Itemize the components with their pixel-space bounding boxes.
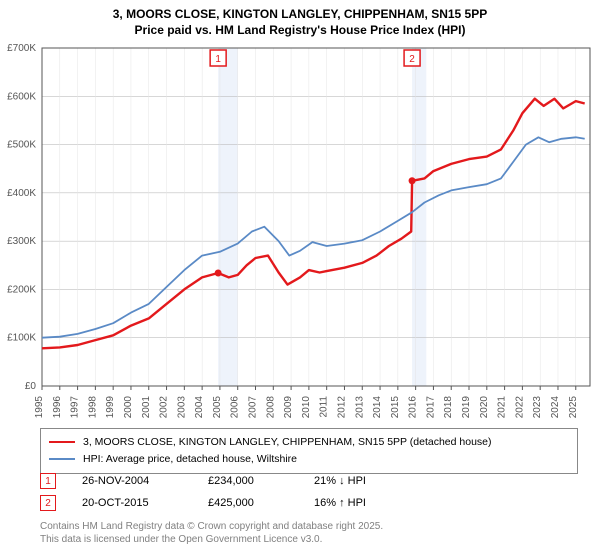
svg-text:2008: 2008 — [265, 396, 276, 419]
legend-swatch-2 — [49, 458, 75, 460]
svg-text:£300K: £300K — [7, 236, 36, 247]
svg-text:1: 1 — [215, 54, 221, 65]
svg-text:2020: 2020 — [479, 396, 490, 419]
sale-price: £234,000 — [208, 475, 288, 487]
svg-text:2009: 2009 — [283, 396, 294, 419]
svg-text:2012: 2012 — [336, 396, 347, 419]
svg-text:2002: 2002 — [159, 396, 170, 419]
svg-text:£600K: £600K — [7, 91, 36, 102]
legend-item-price-paid: 3, MOORS CLOSE, KINGTON LANGLEY, CHIPPEN… — [49, 434, 569, 451]
svg-text:1996: 1996 — [52, 396, 63, 419]
svg-text:£500K: £500K — [7, 140, 36, 151]
svg-text:2011: 2011 — [319, 396, 330, 418]
svg-text:£100K: £100K — [7, 333, 36, 344]
sale-marker-2: 2 — [40, 495, 56, 511]
svg-text:2016: 2016 — [408, 396, 419, 419]
svg-text:2024: 2024 — [550, 396, 561, 419]
svg-text:2013: 2013 — [354, 396, 365, 419]
svg-text:2021: 2021 — [497, 396, 508, 419]
svg-text:£400K: £400K — [7, 188, 36, 199]
svg-text:2019: 2019 — [461, 396, 472, 419]
attribution-line-2: This data is licensed under the Open Gov… — [40, 533, 383, 546]
sale-row: 1 26-NOV-2004 £234,000 21% ↓ HPI — [40, 470, 404, 492]
svg-text:£200K: £200K — [7, 284, 36, 295]
attribution-line-1: Contains HM Land Registry data © Crown c… — [40, 520, 383, 533]
legend-label-1: 3, MOORS CLOSE, KINGTON LANGLEY, CHIPPEN… — [83, 434, 492, 451]
sale-delta: 21% ↓ HPI — [314, 475, 404, 487]
svg-text:2007: 2007 — [248, 396, 259, 419]
svg-text:2000: 2000 — [123, 396, 134, 419]
svg-text:1999: 1999 — [105, 396, 116, 419]
legend-swatch-1 — [49, 441, 75, 443]
legend-item-hpi: HPI: Average price, detached house, Wilt… — [49, 451, 569, 468]
svg-text:2014: 2014 — [372, 396, 383, 419]
svg-text:2003: 2003 — [176, 396, 187, 419]
svg-text:2010: 2010 — [301, 396, 312, 419]
legend-label-2: HPI: Average price, detached house, Wilt… — [83, 451, 297, 468]
svg-text:£0: £0 — [25, 381, 37, 392]
svg-text:1997: 1997 — [70, 396, 81, 419]
sale-price: £425,000 — [208, 497, 288, 509]
sale-date: 26-NOV-2004 — [82, 475, 182, 487]
svg-text:£700K: £700K — [7, 43, 36, 54]
svg-text:2018: 2018 — [443, 396, 454, 419]
sale-marker-1: 1 — [40, 473, 56, 489]
title-line-2: Price paid vs. HM Land Registry's House … — [0, 22, 600, 38]
svg-text:2006: 2006 — [230, 396, 241, 419]
sale-delta: 16% ↑ HPI — [314, 497, 404, 509]
svg-text:2017: 2017 — [425, 396, 436, 419]
svg-text:2023: 2023 — [532, 396, 543, 419]
attribution: Contains HM Land Registry data © Crown c… — [40, 520, 383, 546]
svg-text:2004: 2004 — [194, 396, 205, 419]
svg-text:1998: 1998 — [87, 396, 98, 419]
svg-text:2005: 2005 — [212, 396, 223, 419]
price-chart: £0 £100K £200K £300K £400K £500K £600K £700K 199… — [0, 42, 600, 422]
svg-text:2: 2 — [409, 54, 415, 65]
svg-text:2025: 2025 — [568, 396, 579, 419]
title-line-1: 3, MOORS CLOSE, KINGTON LANGLEY, CHIPPEN… — [0, 6, 600, 22]
svg-text:1995: 1995 — [34, 396, 45, 419]
legend: 3, MOORS CLOSE, KINGTON LANGLEY, CHIPPEN… — [40, 428, 578, 474]
svg-text:2015: 2015 — [390, 396, 401, 419]
sale-row: 2 20-OCT-2015 £425,000 16% ↑ HPI — [40, 492, 404, 514]
chart-title: 3, MOORS CLOSE, KINGTON LANGLEY, CHIPPEN… — [0, 0, 600, 38]
sales-table: 1 26-NOV-2004 £234,000 21% ↓ HPI 2 20-OC… — [40, 470, 404, 514]
sale-date: 20-OCT-2015 — [82, 497, 182, 509]
svg-text:2001: 2001 — [141, 396, 152, 419]
svg-text:2022: 2022 — [514, 396, 525, 419]
